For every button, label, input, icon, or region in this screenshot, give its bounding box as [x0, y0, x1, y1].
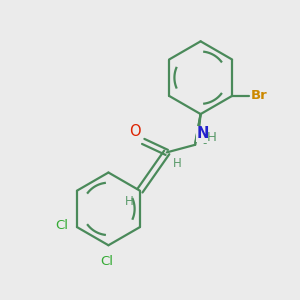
Text: H: H: [173, 157, 182, 169]
Text: Cl: Cl: [55, 219, 68, 232]
Text: Cl: Cl: [100, 255, 113, 268]
Text: N: N: [196, 126, 208, 141]
Text: Br: Br: [251, 89, 268, 102]
Text: H: H: [206, 131, 216, 144]
Text: -: -: [203, 136, 207, 149]
Text: O: O: [129, 124, 140, 139]
Text: H: H: [125, 195, 134, 208]
